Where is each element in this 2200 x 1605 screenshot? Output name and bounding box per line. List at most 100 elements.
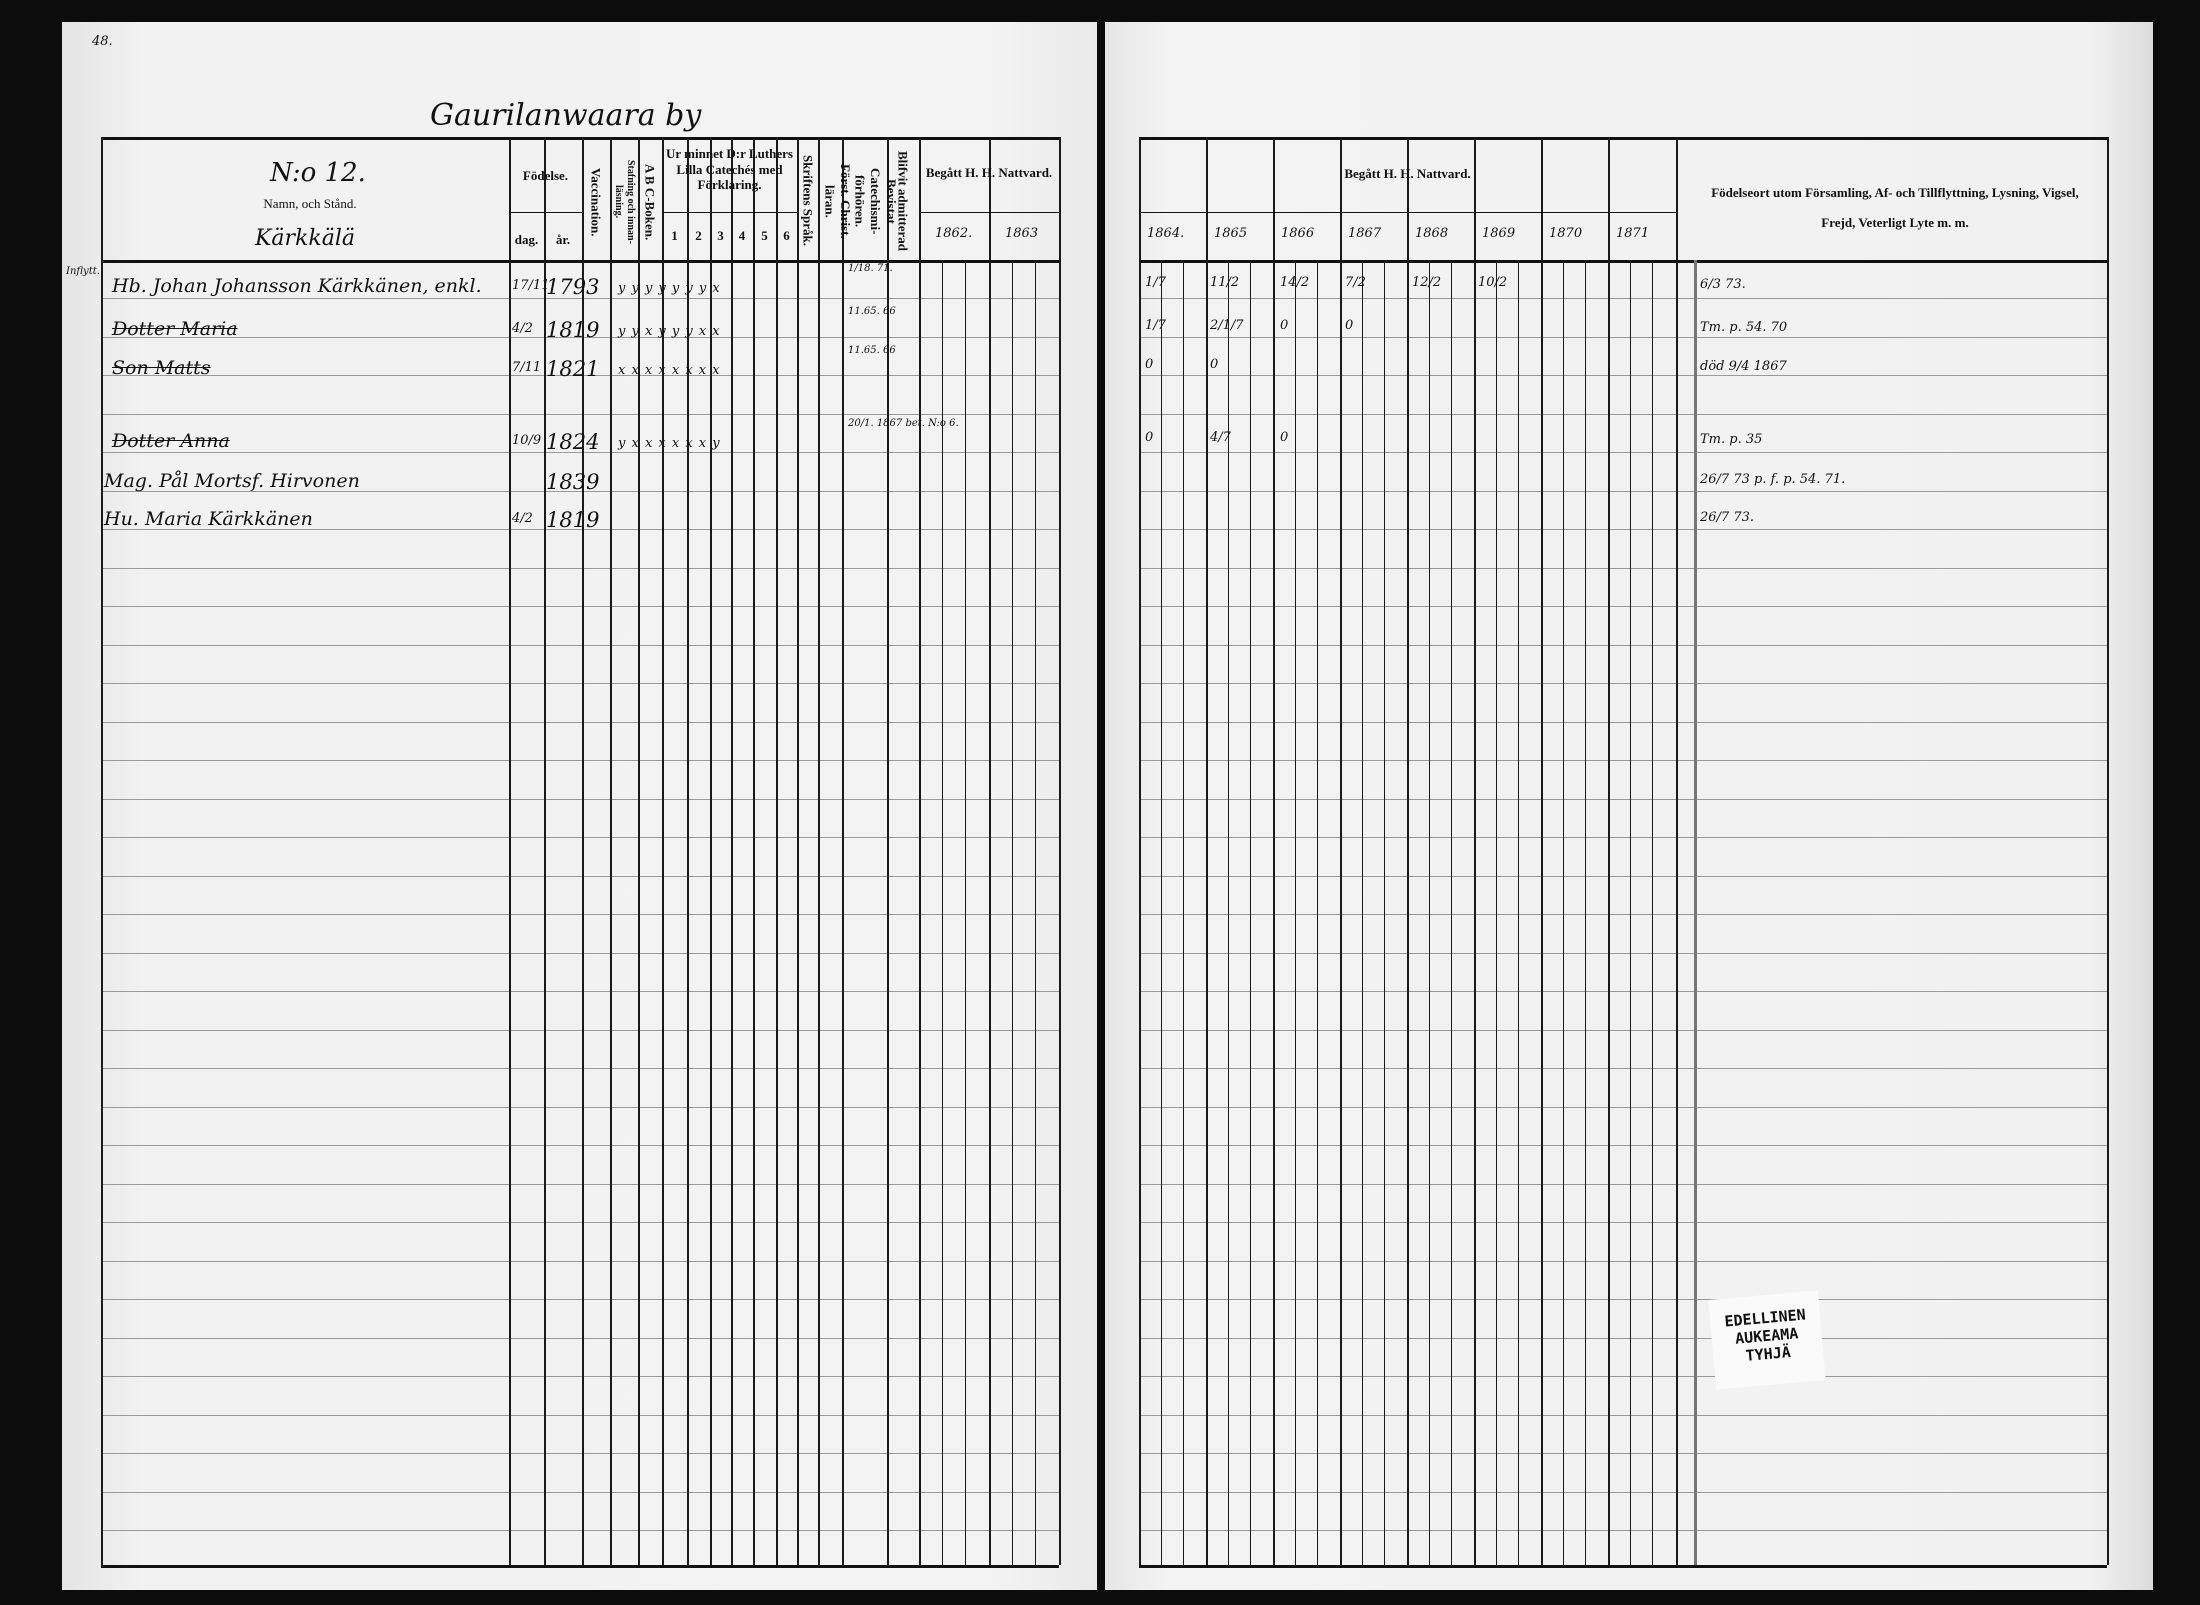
row-line — [1139, 375, 2107, 376]
entry-communion-mark: 12/2 — [1412, 275, 1442, 290]
entry-remark: 26/7 73. — [1700, 510, 1754, 525]
sub-column-line — [1035, 260, 1036, 1565]
day-header: dag. — [514, 232, 539, 247]
entry-birth-day: 17/11 — [512, 278, 550, 293]
row-line — [101, 375, 1059, 376]
village-title: Gaurilanwaara by — [430, 98, 702, 133]
row-line — [1139, 1222, 2107, 1223]
entry-birth-day: 7/11 — [512, 360, 542, 375]
column-line — [1407, 137, 1409, 1565]
catechism-part-header: 5 — [761, 228, 768, 243]
row-line — [101, 760, 1059, 761]
top-rule — [1139, 137, 2107, 140]
row-line — [101, 1414, 1059, 1416]
birth-header: Födelse. — [522, 168, 569, 183]
column-line — [687, 137, 689, 1565]
bottom-rule — [101, 1565, 1059, 1568]
row-line — [101, 1029, 1059, 1031]
household-number: N:o 12. — [270, 158, 366, 188]
row-line — [1139, 875, 2107, 877]
year-header: år. — [555, 232, 571, 247]
communion-year: 1864. — [1147, 226, 1185, 241]
sub-column-line — [1630, 260, 1631, 1565]
row-line — [1139, 644, 2107, 646]
entry-examinations: 20/1. 1867 bet. N:o 6. — [848, 418, 959, 429]
sub-column-line — [1362, 260, 1363, 1565]
row-line — [101, 1106, 1059, 1108]
entry-name: Hb. Johan Johansson Kärkkänen, enkl. — [112, 275, 482, 297]
entry-marks: y y y y y y y x — [618, 281, 721, 296]
row-line — [101, 798, 1059, 800]
row-line — [101, 1530, 1059, 1531]
row-line — [1139, 991, 2107, 992]
bottom-rule — [1139, 1565, 2107, 1568]
entry-name: Mag. Pål Mortsf. Hirvonen — [104, 470, 360, 492]
row-line — [1139, 1299, 2107, 1300]
row-line — [101, 991, 1059, 992]
row-line — [1139, 529, 2107, 530]
entry-birth-year: 1821 — [546, 357, 600, 381]
row-line — [101, 683, 1059, 684]
entry-communion-mark: 7/2 — [1345, 275, 1366, 290]
farm-name: Kärkkälä — [255, 226, 355, 251]
row-line — [101, 490, 1059, 492]
row-line — [1139, 1106, 2107, 1108]
entry-birth-year: 1839 — [546, 470, 600, 494]
examinations-header: Bevistat Catechismi-förhören. — [852, 167, 899, 235]
entry-birth-day: 10/9 — [512, 433, 542, 448]
remarks-header: Födelseort utom Församling, Af- och Till… — [1711, 185, 2079, 230]
entry-communion-mark: 1/7 — [1145, 318, 1166, 333]
header-sub-rule — [509, 212, 582, 213]
communion-year: 1871 — [1616, 226, 1650, 241]
reading-header: Stafning och innan-läsning. — [613, 160, 636, 244]
column-line — [610, 137, 612, 1565]
entry-remark: 26/7 73 p. f. p. 54. 71. — [1700, 472, 1846, 487]
communion-year: 1868 — [1415, 226, 1449, 241]
row-line — [1139, 1453, 2107, 1454]
column-line — [710, 137, 712, 1565]
column-line — [753, 137, 755, 1565]
sub-column-line — [1652, 260, 1653, 1565]
row-line — [101, 452, 1059, 453]
row-line — [101, 721, 1059, 723]
entry-communion-mark: 2/1/7 — [1210, 318, 1244, 333]
row-line — [101, 1299, 1059, 1300]
row-line — [1139, 413, 2107, 415]
column-line — [818, 137, 820, 1565]
row-line — [101, 336, 1059, 338]
entry-examinations: 1/18. 71. — [848, 263, 893, 274]
row-line — [101, 644, 1059, 646]
column-line — [989, 137, 991, 1565]
row-line — [1139, 1414, 2107, 1416]
christianity-header: Först. Christ. läran. — [822, 163, 854, 239]
vaccination-header: Vaccination. — [588, 168, 604, 237]
header-rule — [101, 260, 1059, 263]
row-line — [1139, 298, 2107, 299]
entry-remark: 6/3 73. — [1700, 277, 1746, 292]
communion-year: 1866 — [1281, 226, 1315, 241]
row-line — [1139, 760, 2107, 761]
column-line — [1139, 137, 1141, 1565]
column-line — [887, 137, 889, 1565]
communion-header-right: Begått H. H. Nattvard. — [1344, 166, 1471, 181]
row-line — [101, 1260, 1059, 1262]
row-line — [1139, 1183, 2107, 1185]
entry-birth-year: 1824 — [546, 430, 600, 454]
column-line — [842, 137, 844, 1565]
catechism-part-header: 3 — [717, 228, 724, 243]
sub-column-line — [1228, 260, 1229, 1565]
top-rule — [101, 137, 1059, 140]
entry-remark: Tm. p. 54. 70 — [1700, 320, 1788, 335]
name-heading: Namn, och Stånd. — [263, 196, 357, 211]
entry-communion-mark: 0 — [1345, 318, 1354, 333]
row-line — [101, 837, 1059, 838]
entry-communion-mark: 0 — [1145, 430, 1154, 445]
margin-line — [1694, 260, 1697, 1565]
column-line — [1676, 137, 1678, 1565]
communion-year: 1862. — [935, 226, 973, 241]
row-line — [1139, 914, 2107, 915]
communion-year: 1863 — [1005, 226, 1039, 241]
entry-marks: x x x x x x x x — [618, 363, 721, 378]
row-line — [101, 413, 1059, 415]
communion-header-left: Begått H. H. Nattvard. — [925, 165, 1053, 180]
